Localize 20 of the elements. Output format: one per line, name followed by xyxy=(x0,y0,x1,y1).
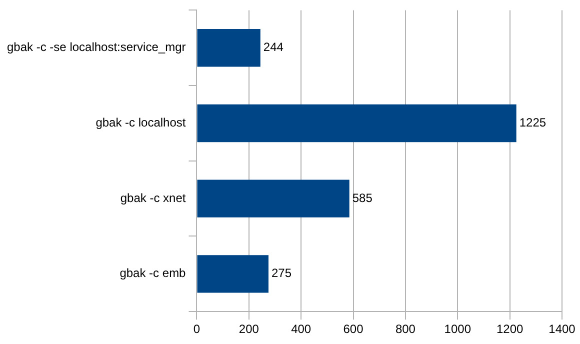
data-label: 244 xyxy=(263,40,284,54)
x-tick-label: 1200 xyxy=(496,322,524,336)
data-label: 275 xyxy=(271,266,292,280)
bar xyxy=(197,255,268,293)
bar xyxy=(197,104,516,142)
bar xyxy=(197,29,260,67)
y-tick-label: gbak -c emb xyxy=(120,266,186,280)
x-tick-label: 200 xyxy=(238,322,260,336)
x-tick-label: 1400 xyxy=(548,322,576,336)
data-label: 1225 xyxy=(519,116,546,130)
x-tick-label: 0 xyxy=(193,322,200,336)
data-label: 585 xyxy=(352,190,373,205)
y-tick-label: gbak -c -se localhost:service_mgr xyxy=(7,40,186,54)
x-tick-label: 600 xyxy=(343,322,364,336)
y-tick-label: gbak -c localhost xyxy=(96,116,186,130)
y-tick-label: gbak -c xnet xyxy=(120,190,186,205)
x-tick-label: 400 xyxy=(291,322,312,336)
bar xyxy=(197,180,350,218)
x-tick-label: 1000 xyxy=(444,322,472,336)
x-tick-label: 800 xyxy=(395,322,416,336)
